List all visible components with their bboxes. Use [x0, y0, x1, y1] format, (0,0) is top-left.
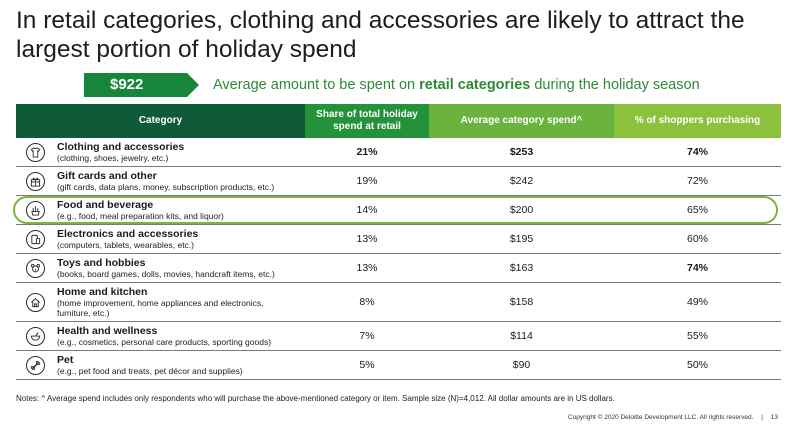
table-row: Toys and hobbies (books, board games, dol… [16, 254, 781, 283]
share-cell: 19% [356, 175, 378, 187]
category-cell: Home and kitchen (home improvement, home … [16, 283, 305, 321]
header-shoppers-purchasing: % of shoppers purchasing [614, 104, 781, 138]
banner-text-bold: retail categories [419, 77, 531, 93]
category-cell: Clothing and accessories (clothing, shoes… [16, 138, 305, 166]
percent-cell: 74% [686, 262, 708, 274]
category-description: (clothing, shoes, jewelry, etc.) [57, 153, 169, 163]
spend-cell: $200 [509, 204, 534, 216]
percent-cell: 55% [686, 330, 708, 342]
banner-text-after: during the holiday season [530, 77, 700, 93]
share-cell: 5% [359, 359, 375, 371]
copyright-line: Copyright © 2020 Deloitte Development LL… [568, 414, 778, 421]
table-row: Pet (e.g., pet food and treats, pet décor… [16, 351, 781, 380]
health-icon [26, 326, 45, 346]
page-number: 13 [770, 414, 778, 421]
category-description: (books, board games, dolls, movies, hand… [57, 269, 275, 279]
bone-icon [26, 355, 45, 375]
page-title: In retail categories, clothing and acces… [16, 7, 745, 63]
page-separator: | [761, 414, 763, 421]
category-name: Clothing and accessories [57, 141, 185, 153]
spend-cell: $253 [509, 146, 534, 158]
category-name: Gift cards and other [57, 170, 157, 182]
category-description: (computers, tablets, wearables, etc.) [57, 240, 195, 250]
category-description: (e.g., pet food and treats, pet décor an… [57, 366, 243, 376]
category-cell: Toys and hobbies (books, board games, dol… [16, 254, 305, 282]
category-name: Pet [57, 354, 74, 366]
spend-cell: $242 [509, 175, 534, 187]
category-name: Toys and hobbies [57, 257, 146, 269]
spend-cell: $163 [509, 262, 534, 274]
percent-cell: 50% [686, 359, 708, 371]
category-cell: Electronics and accessories (computers, t… [16, 225, 305, 253]
spend-cell: $158 [509, 296, 534, 308]
table-row: Electronics and accessories (computers, t… [16, 225, 781, 254]
amount-badge: $922 [84, 73, 199, 97]
home-icon [26, 292, 45, 312]
share-cell: 13% [356, 233, 378, 245]
summary-banner: $922 Average amount to be spent on retai… [84, 73, 700, 97]
spend-cell: $90 [512, 359, 531, 371]
category-cell: Food and beverage (e.g., food, meal prepa… [16, 196, 305, 224]
category-description: (gift cards, data plans, money, subscrip… [57, 182, 275, 192]
shirt-icon [26, 142, 45, 162]
category-cell: Gift cards and other (gift cards, data pl… [16, 167, 305, 195]
percent-cell: 49% [686, 296, 708, 308]
header-average-spend: Average category spend^ [429, 104, 614, 138]
category-description: (home improvement, home appliances and e… [57, 298, 264, 318]
table-row: Health and wellness (e.g., cosmetics, per… [16, 322, 781, 351]
footnote: Notes: ^ Average spend includes only res… [16, 394, 615, 403]
spend-cell: $114 [510, 330, 533, 342]
table-header: Category Share of total holiday spend at… [16, 104, 781, 138]
header-share: Share of total holiday spend at retail [305, 104, 429, 138]
table-row: Food and beverage (e.g., food, meal prepa… [16, 196, 781, 225]
percent-cell: 74% [686, 146, 708, 158]
percent-cell: 72% [686, 175, 708, 187]
category-table: Category Share of total holiday spend at… [16, 104, 781, 380]
spend-cell: $195 [509, 233, 534, 245]
copyright-text: Copyright © 2020 Deloitte Development LL… [568, 414, 754, 421]
header-category: Category [16, 104, 305, 138]
category-cell: Pet (e.g., pet food and treats, pet décor… [16, 351, 305, 379]
category-description: (e.g., cosmetics, personal care products… [57, 337, 272, 347]
category-name: Food and beverage [57, 199, 154, 211]
category-name: Electronics and accessories [57, 228, 199, 240]
toy-icon [26, 258, 45, 278]
table-row: Home and kitchen (home improvement, home … [16, 283, 781, 322]
food-row-highlight [13, 196, 778, 224]
share-cell: 13% [356, 262, 378, 274]
category-name: Health and wellness [57, 325, 158, 337]
category-description: (e.g., food, meal preparation kits, and … [57, 211, 224, 221]
percent-cell: 60% [686, 233, 708, 245]
share-cell: 21% [356, 146, 378, 158]
banner-text-before: Average amount to be spent on [213, 77, 420, 93]
gift-icon [26, 171, 45, 191]
share-cell: 8% [359, 296, 375, 308]
table-row: Clothing and accessories (clothing, shoes… [16, 138, 781, 167]
category-name: Home and kitchen [57, 286, 148, 298]
banner-text: Average amount to be spent on retail cat… [213, 77, 700, 93]
category-cell: Health and wellness (e.g., cosmetics, per… [16, 322, 305, 350]
devices-icon [26, 229, 45, 249]
percent-cell: 65% [686, 204, 708, 216]
share-cell: 7% [359, 330, 375, 342]
table-row: Gift cards and other (gift cards, data pl… [16, 167, 781, 196]
share-cell: 14% [356, 204, 378, 216]
